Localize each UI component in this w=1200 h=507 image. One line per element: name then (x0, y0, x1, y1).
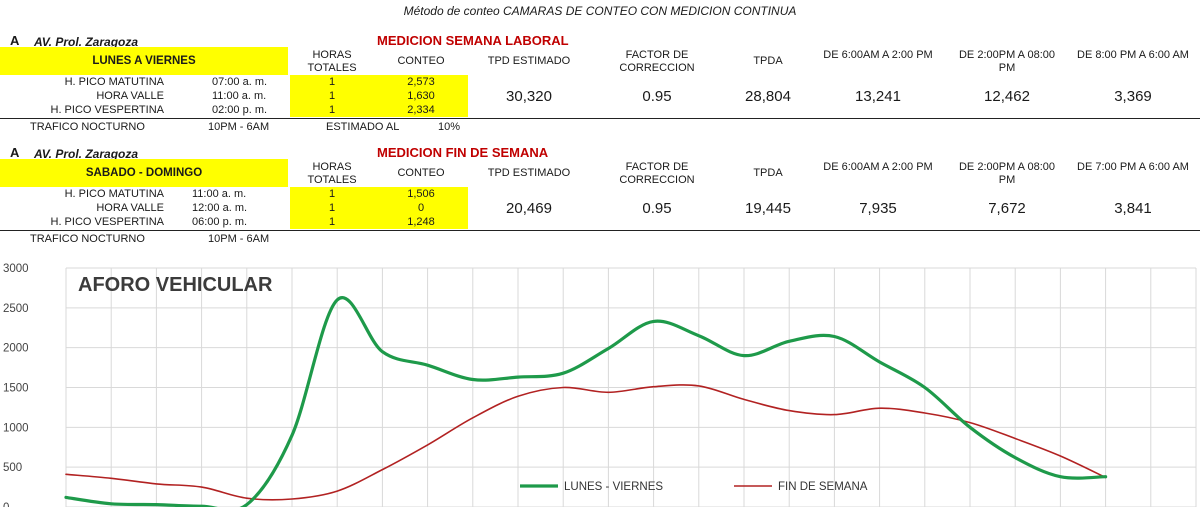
row-conteo: 1,630 (407, 90, 435, 102)
highlight-cells (290, 75, 468, 117)
row-conteo: 2,334 (407, 104, 435, 116)
range-2-value: 12,462 (984, 88, 1030, 105)
night-hours: 10PM - 6AM (208, 233, 270, 245)
site-letter: A (10, 145, 20, 160)
row-conteo: 0 (417, 202, 425, 214)
y-axis-ticks: 0 500 1000 1500 2000 2500 3000 (3, 263, 29, 507)
header-range-1: DE 6:00AM A 2:00 PM (823, 161, 933, 173)
legend-label: LUNES - VIERNES (564, 481, 663, 493)
header-horas: HORAS TOTALES (307, 161, 357, 186)
row-label: HORA VALLE (96, 202, 164, 214)
range-3-value: 3,841 (1114, 200, 1152, 217)
header-tpd: TPD ESTIMADO (487, 55, 571, 67)
row-label: H. PICO VESPERTINA (50, 216, 165, 228)
section-title: MEDICION SEMANA LABORAL (377, 33, 569, 48)
divider (0, 118, 1200, 119)
y-tick-label: 1500 (3, 383, 29, 395)
chart-legend: LUNES - VIERNES FIN DE SEMANA (520, 481, 868, 493)
estimated-value: 10% (438, 121, 461, 133)
night-label: TRAFICO NOCTURNO (30, 121, 145, 133)
chart-grid (65, 267, 1197, 507)
section-title: MEDICION FIN DE SEMANA (377, 145, 549, 160)
y-tick-label: 2500 (3, 303, 29, 315)
period-label: LUNES A VIERNES (0, 47, 288, 75)
header-range-3: DE 7:00 PM A 6:00 AM (1077, 161, 1189, 173)
tpd-value: 20,469 (506, 200, 552, 217)
header-range-1: DE 6:00AM A 2:00 PM (823, 49, 933, 61)
row-label: H. PICO VESPERTINA (50, 104, 165, 116)
row-horas: 1 (328, 202, 336, 214)
chart-title: AFORO VEHICULAR (78, 274, 273, 296)
header-tpda: TPDA (753, 167, 783, 179)
row-horas: 1 (328, 216, 336, 228)
row-time: 11:00 a. m. (212, 90, 267, 102)
y-tick-label: 0 (3, 502, 9, 507)
row-time: 11:00 a. m. (192, 188, 247, 200)
method-title: Método de conteo CAMARAS DE CONTEO CON M… (403, 4, 797, 18)
row-label: H. PICO MATUTINA (64, 76, 164, 88)
header-tpda: TPDA (753, 55, 783, 67)
header-factor: FACTOR DE CORRECCION (619, 49, 695, 74)
series-line-weekday (64, 296, 1108, 507)
row-conteo: 1,506 (407, 188, 435, 200)
header-tpd: TPD ESTIMADO (487, 167, 571, 179)
header-range-3: DE 8:00 PM A 6:00 AM (1077, 49, 1189, 61)
estimated-label: ESTIMADO AL (326, 121, 400, 133)
row-time: 12:00 a. m. (192, 202, 248, 214)
chart-series (64, 296, 1108, 507)
divider (0, 230, 1200, 231)
period-label: SABADO - DOMINGO (0, 159, 288, 187)
tpda-value: 19,445 (745, 200, 791, 217)
header-horas: HORAS TOTALES (307, 49, 357, 74)
site-letter: A (10, 33, 20, 48)
row-label: H. PICO MATUTINA (64, 188, 164, 200)
y-tick-label: 1000 (3, 422, 29, 434)
row-time: 02:00 p. m. (212, 104, 268, 116)
tpd-value: 30,320 (506, 88, 552, 105)
night-hours: 10PM - 6AM (208, 121, 270, 133)
row-time: 06:00 p. m. (192, 216, 248, 228)
series-line-weekend (65, 384, 1107, 501)
header-conteo: CONTEO (397, 55, 445, 67)
tpda-value: 28,804 (745, 88, 791, 105)
factor-value: 0.95 (642, 200, 672, 217)
row-horas: 1 (328, 188, 336, 200)
y-tick-label: 2000 (3, 343, 29, 355)
range-2-value: 7,672 (988, 200, 1026, 217)
row-time: 07:00 a. m. (212, 76, 268, 88)
row-conteo: 2,573 (407, 76, 435, 88)
header-conteo: CONTEO (397, 167, 445, 179)
y-tick-label: 500 (3, 462, 22, 474)
traffic-chart: 0 500 1000 1500 2000 2500 3000 AFORO VEHICULAR… (3, 263, 1197, 507)
row-conteo: 1,248 (407, 216, 435, 228)
range-1-value: 7,935 (859, 200, 897, 217)
y-tick-label: 3000 (3, 263, 29, 275)
row-horas: 1 (328, 76, 336, 88)
header-range-2: DE 2:00PM A 08:00 PM (958, 49, 1055, 74)
row-label: HORA VALLE (96, 90, 164, 102)
row-horas: 1 (328, 104, 336, 116)
range-1-value: 13,241 (855, 88, 901, 105)
header-factor: FACTOR DE CORRECCION (619, 161, 695, 186)
row-horas: 1 (328, 90, 336, 102)
site-name: AV. Prol. Zaragoza (34, 35, 139, 49)
range-3-value: 3,369 (1114, 88, 1152, 105)
night-label: TRAFICO NOCTURNO (30, 233, 145, 245)
legend-label: FIN DE SEMANA (778, 481, 868, 493)
highlight-cells (290, 187, 468, 229)
site-name: AV. Prol. Zaragoza (34, 147, 139, 161)
header-range-2: DE 2:00PM A 08:00 PM (958, 161, 1055, 186)
factor-value: 0.95 (642, 88, 672, 105)
